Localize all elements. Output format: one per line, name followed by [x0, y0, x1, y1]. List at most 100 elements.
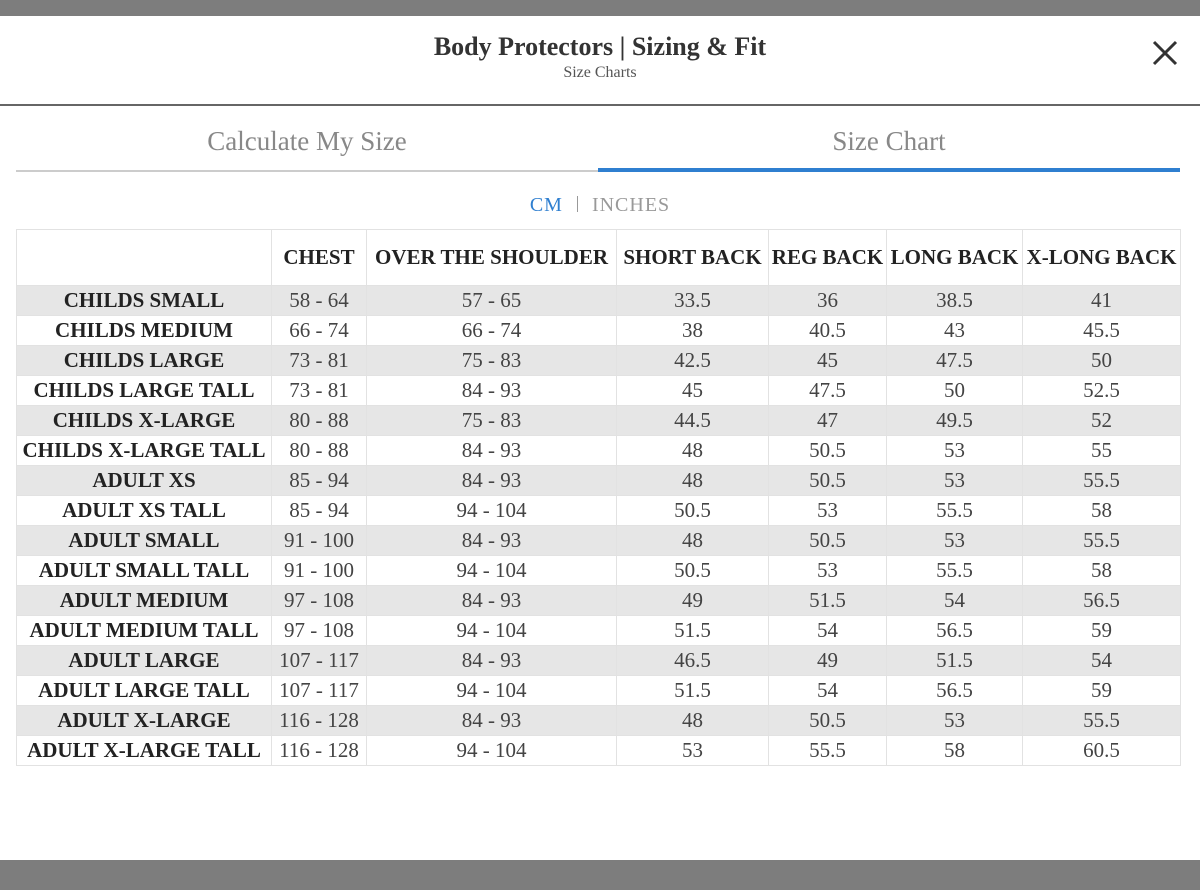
size-name: ADULT LARGE TALL — [16, 675, 272, 706]
cell: 84 - 93 — [366, 585, 617, 616]
cell: 56.5 — [886, 615, 1023, 646]
cell: 56.5 — [886, 675, 1023, 706]
cell: 85 - 94 — [271, 465, 367, 496]
cell: 48 — [616, 435, 769, 466]
column-header: REG BACK — [768, 229, 887, 286]
cell: 50.5 — [616, 495, 769, 526]
cell: 66 - 74 — [366, 315, 617, 346]
cell: 94 - 104 — [366, 675, 617, 706]
table-row: CHILDS SMALL 58 - 64 57 - 65 33.5 36 38.5 41 — [16, 285, 1181, 316]
size-name: ADULT SMALL — [16, 525, 272, 556]
top-bar — [0, 0, 1200, 16]
table-row: CHILDS MEDIUM 66 - 74 66 - 74 38 40.5 43 45.5 — [16, 315, 1181, 346]
cell: 107 - 117 — [271, 675, 367, 706]
cell: 84 - 93 — [366, 375, 617, 406]
cell: 52.5 — [1022, 375, 1181, 406]
cell: 55.5 — [1022, 705, 1181, 736]
cell: 49.5 — [886, 405, 1023, 436]
modal-subtitle: Size Charts — [563, 64, 637, 81]
cell: 53 — [886, 435, 1023, 466]
cell: 53 — [886, 705, 1023, 736]
size-name: ADULT X-LARGE TALL — [16, 735, 272, 766]
cell: 48 — [616, 705, 769, 736]
cell: 85 - 94 — [271, 495, 367, 526]
cell: 53 — [768, 555, 887, 586]
cell: 49 — [768, 645, 887, 676]
cell: 58 - 64 — [271, 285, 367, 316]
tab-active-underline — [598, 168, 1180, 172]
cell: 38 — [616, 315, 769, 346]
cell: 59 — [1022, 615, 1181, 646]
cell: 73 - 81 — [271, 345, 367, 376]
cell: 107 - 117 — [271, 645, 367, 676]
table-row: ADULT XS TALL 85 - 94 94 - 104 50.5 53 55.5 58 — [16, 495, 1181, 526]
cell: 97 - 108 — [271, 585, 367, 616]
cell: 55.5 — [768, 735, 887, 766]
cell: 55.5 — [1022, 525, 1181, 556]
size-name: CHILDS SMALL — [16, 285, 272, 316]
size-name: CHILDS X-LARGE TALL — [16, 435, 272, 466]
cell: 51.5 — [616, 615, 769, 646]
cell: 53 — [616, 735, 769, 766]
cell: 55.5 — [886, 495, 1023, 526]
column-header: OVER THE SHOULDER — [366, 229, 617, 286]
cell: 45 — [616, 375, 769, 406]
table-row: CHILDS LARGE TALL 73 - 81 84 - 93 45 47.5 50 5… — [16, 375, 1181, 406]
table-row: ADULT XS 85 - 94 84 - 93 48 50.5 53 55.5 — [16, 465, 1181, 496]
cell: 97 - 108 — [271, 615, 367, 646]
table-row: ADULT MEDIUM 97 - 108 84 - 93 49 51.5 54 56.5 — [16, 585, 1181, 616]
tab-active[interactable]: Size Chart — [832, 126, 946, 156]
cell: 94 - 104 — [366, 495, 617, 526]
cell: 49 — [616, 585, 769, 616]
cell: 33.5 — [616, 285, 769, 316]
cell: 58 — [1022, 555, 1181, 586]
cell: 84 - 93 — [366, 525, 617, 556]
cell: 40.5 — [768, 315, 887, 346]
size-name: ADULT MEDIUM — [16, 585, 272, 616]
cell: 84 - 93 — [366, 645, 617, 676]
cell: 36 — [768, 285, 887, 316]
cell: 94 - 104 — [366, 555, 617, 586]
cell: 41 — [1022, 285, 1181, 316]
modal-title: Body Protectors | Sizing & Fit — [433, 32, 767, 61]
cell: 53 — [886, 465, 1023, 496]
tab[interactable]: Calculate My Size — [207, 126, 407, 156]
cell: 94 - 104 — [366, 735, 617, 766]
cell: 47.5 — [886, 345, 1023, 376]
header-divider — [0, 104, 1200, 106]
size-name: ADULT MEDIUM TALL — [16, 615, 272, 646]
header-row: CHEST OVER THE SHOULDER SHORT BACK REG BACK… — [16, 229, 1181, 286]
size-table: CHEST OVER THE SHOULDER SHORT BACK REG BACK… — [16, 229, 1181, 766]
cell: 50.5 — [768, 435, 887, 466]
cell: 53 — [886, 525, 1023, 556]
unit-option[interactable]: INCHES — [591, 194, 671, 216]
cell: 58 — [1022, 495, 1181, 526]
cell: 55 — [1022, 435, 1181, 466]
cell: 84 - 93 — [366, 705, 617, 736]
column-header: X-LONG BACK — [1022, 229, 1181, 286]
cell: 45.5 — [1022, 315, 1181, 346]
cell: 116 - 128 — [271, 705, 367, 736]
bottom-bar — [0, 860, 1200, 890]
column-header: SHORT BACK — [616, 229, 769, 286]
cell: 75 - 83 — [366, 405, 617, 436]
cell: 50 — [886, 375, 1023, 406]
close-button[interactable] — [1150, 38, 1180, 68]
tab-underline — [16, 170, 598, 172]
size-name: ADULT LARGE — [16, 645, 272, 676]
column-header: LONG BACK — [886, 229, 1023, 286]
cell: 51.5 — [616, 675, 769, 706]
cell: 44.5 — [616, 405, 769, 436]
size-name: ADULT XS — [16, 465, 272, 496]
table-row: CHILDS LARGE 73 - 81 75 - 83 42.5 45 47.5 50 — [16, 345, 1181, 376]
cell: 53 — [768, 495, 887, 526]
size-name: CHILDS LARGE — [16, 345, 272, 376]
cell: 66 - 74 — [271, 315, 367, 346]
cell: 116 - 128 — [271, 735, 367, 766]
unit-option[interactable]: CM — [529, 194, 563, 216]
cell: 45 — [768, 345, 887, 376]
cell: 47 — [768, 405, 887, 436]
unit-toggle: CM INCHES — [0, 194, 1200, 217]
cell: 84 - 93 — [366, 465, 617, 496]
